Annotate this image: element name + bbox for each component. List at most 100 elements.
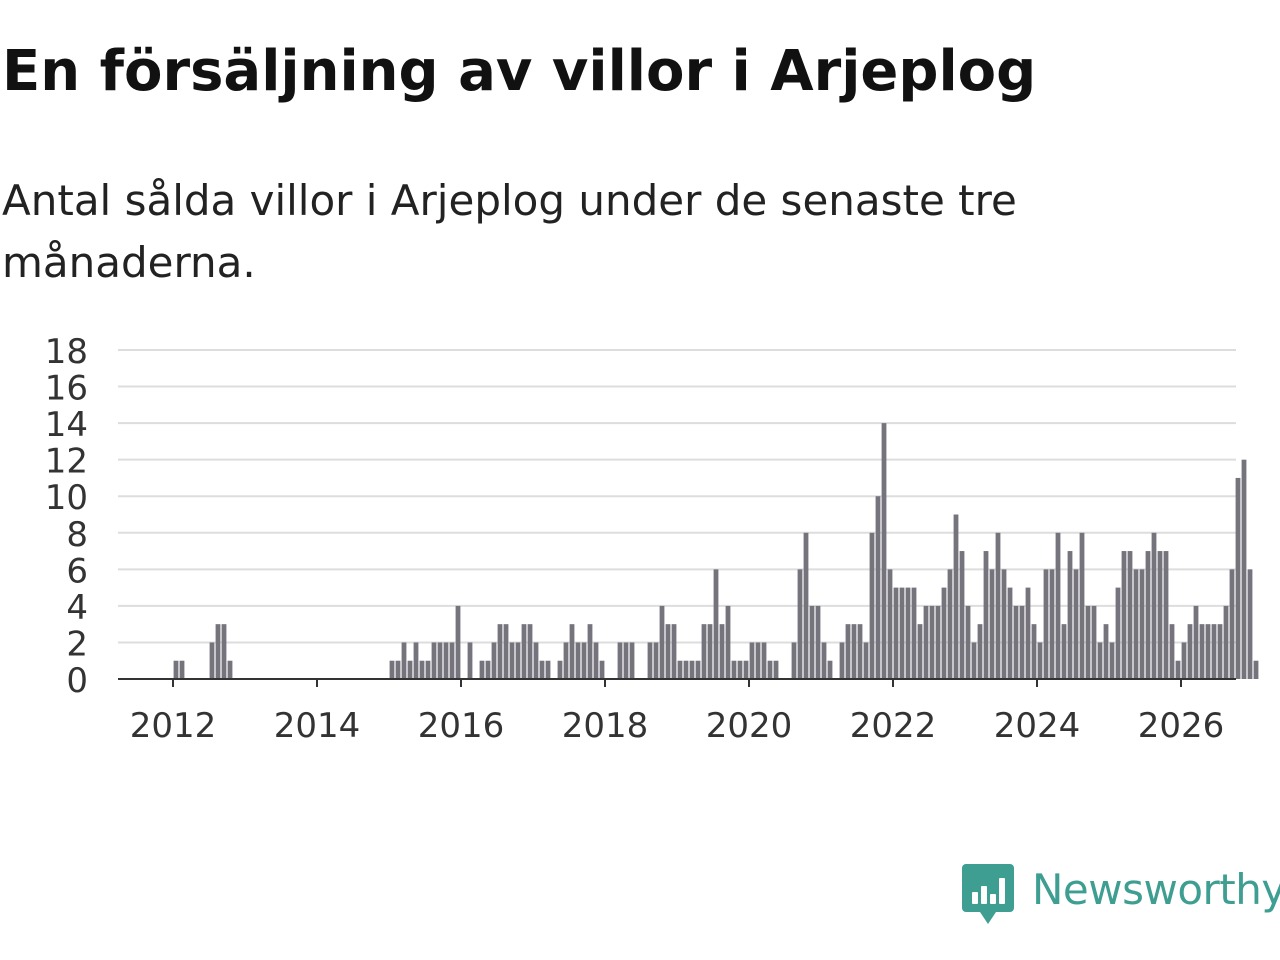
bar xyxy=(1049,569,1055,679)
y-tick-label: 2 xyxy=(66,624,88,664)
bar xyxy=(725,605,731,679)
gridlines xyxy=(118,349,1236,644)
bar xyxy=(1109,642,1115,679)
bar xyxy=(581,642,587,679)
bar xyxy=(1133,569,1139,679)
chart-title: En försäljning av villor i Arjeplog xyxy=(2,39,1037,104)
bar xyxy=(1067,551,1073,679)
bar xyxy=(449,642,455,679)
bar xyxy=(731,660,737,679)
bar xyxy=(173,660,179,679)
bar xyxy=(617,642,623,679)
bar xyxy=(599,660,605,679)
bar xyxy=(791,642,797,679)
bar xyxy=(629,642,635,679)
bar xyxy=(947,569,953,679)
bar xyxy=(923,605,929,679)
bar xyxy=(695,660,701,679)
bar xyxy=(827,660,833,679)
y-tick-label: 10 xyxy=(45,478,88,518)
bar xyxy=(1145,551,1151,679)
bar xyxy=(389,660,395,679)
bar xyxy=(413,642,419,679)
bar xyxy=(701,624,707,679)
y-tick-label: 12 xyxy=(45,442,88,482)
bar xyxy=(623,642,629,679)
bar xyxy=(1025,587,1031,679)
x-tick-label: 2018 xyxy=(562,706,649,746)
bar xyxy=(761,642,767,679)
bar xyxy=(1013,605,1019,679)
bar xyxy=(1115,587,1121,679)
bar xyxy=(1247,569,1253,679)
bar xyxy=(569,624,575,679)
bar xyxy=(857,624,863,679)
bar xyxy=(227,660,233,679)
bar xyxy=(767,660,773,679)
bar xyxy=(431,642,437,679)
bar xyxy=(815,605,821,679)
y-tick-label: 4 xyxy=(66,588,88,628)
y-tick-label: 14 xyxy=(45,405,88,445)
bar xyxy=(809,605,815,679)
bar xyxy=(1193,605,1199,679)
chart-subtitle: Antal sålda villor i Arjeplog under de s… xyxy=(2,176,1017,287)
bar xyxy=(497,624,503,679)
bar xyxy=(1223,605,1229,679)
bar xyxy=(1079,532,1085,679)
bar xyxy=(647,642,653,679)
bar xyxy=(509,642,515,679)
bar xyxy=(593,642,599,679)
bar xyxy=(1229,569,1235,679)
bar xyxy=(443,642,449,679)
bar xyxy=(1151,532,1157,679)
bar xyxy=(539,660,545,679)
bar xyxy=(533,642,539,679)
x-tick-label: 2012 xyxy=(130,706,217,746)
bar xyxy=(1097,642,1103,679)
bar xyxy=(401,642,407,679)
bar xyxy=(1031,624,1037,679)
bar xyxy=(1001,569,1007,679)
bar xyxy=(1199,624,1205,679)
bar xyxy=(899,587,905,679)
newsworthy-logo: Newsworthy xyxy=(962,862,1280,928)
bar xyxy=(1073,569,1079,679)
bar xyxy=(869,532,875,679)
bar xyxy=(971,642,977,679)
y-tick-label: 18 xyxy=(45,332,88,372)
bar xyxy=(575,642,581,679)
y-tick-label: 8 xyxy=(66,515,88,555)
brand-name: Newsworthy xyxy=(1032,865,1280,914)
bar xyxy=(503,624,509,679)
bar xyxy=(1253,660,1259,679)
bar xyxy=(1043,569,1049,679)
x-tick-label: 2014 xyxy=(274,706,361,746)
bar xyxy=(797,569,803,679)
y-tick-label: 6 xyxy=(66,551,88,591)
bar xyxy=(677,660,683,679)
bar xyxy=(773,660,779,679)
bar xyxy=(1157,551,1163,679)
bar xyxy=(437,642,443,679)
x-axis: 2012 2014 2016 2018 2020 2022 2024 2026 xyxy=(118,678,1236,746)
bar xyxy=(515,642,521,679)
bar xyxy=(653,642,659,679)
bar xyxy=(875,496,881,679)
bar xyxy=(659,605,665,679)
bar xyxy=(467,642,473,679)
bar xyxy=(743,660,749,679)
bar xyxy=(683,660,689,679)
bar xyxy=(407,660,413,679)
bar xyxy=(1085,605,1091,679)
bar xyxy=(671,624,677,679)
bar xyxy=(1127,551,1133,679)
bar xyxy=(1007,587,1013,679)
bar xyxy=(1163,551,1169,679)
bar xyxy=(479,660,485,679)
bar xyxy=(179,660,185,679)
bar xyxy=(485,660,491,679)
bar xyxy=(1055,532,1061,679)
